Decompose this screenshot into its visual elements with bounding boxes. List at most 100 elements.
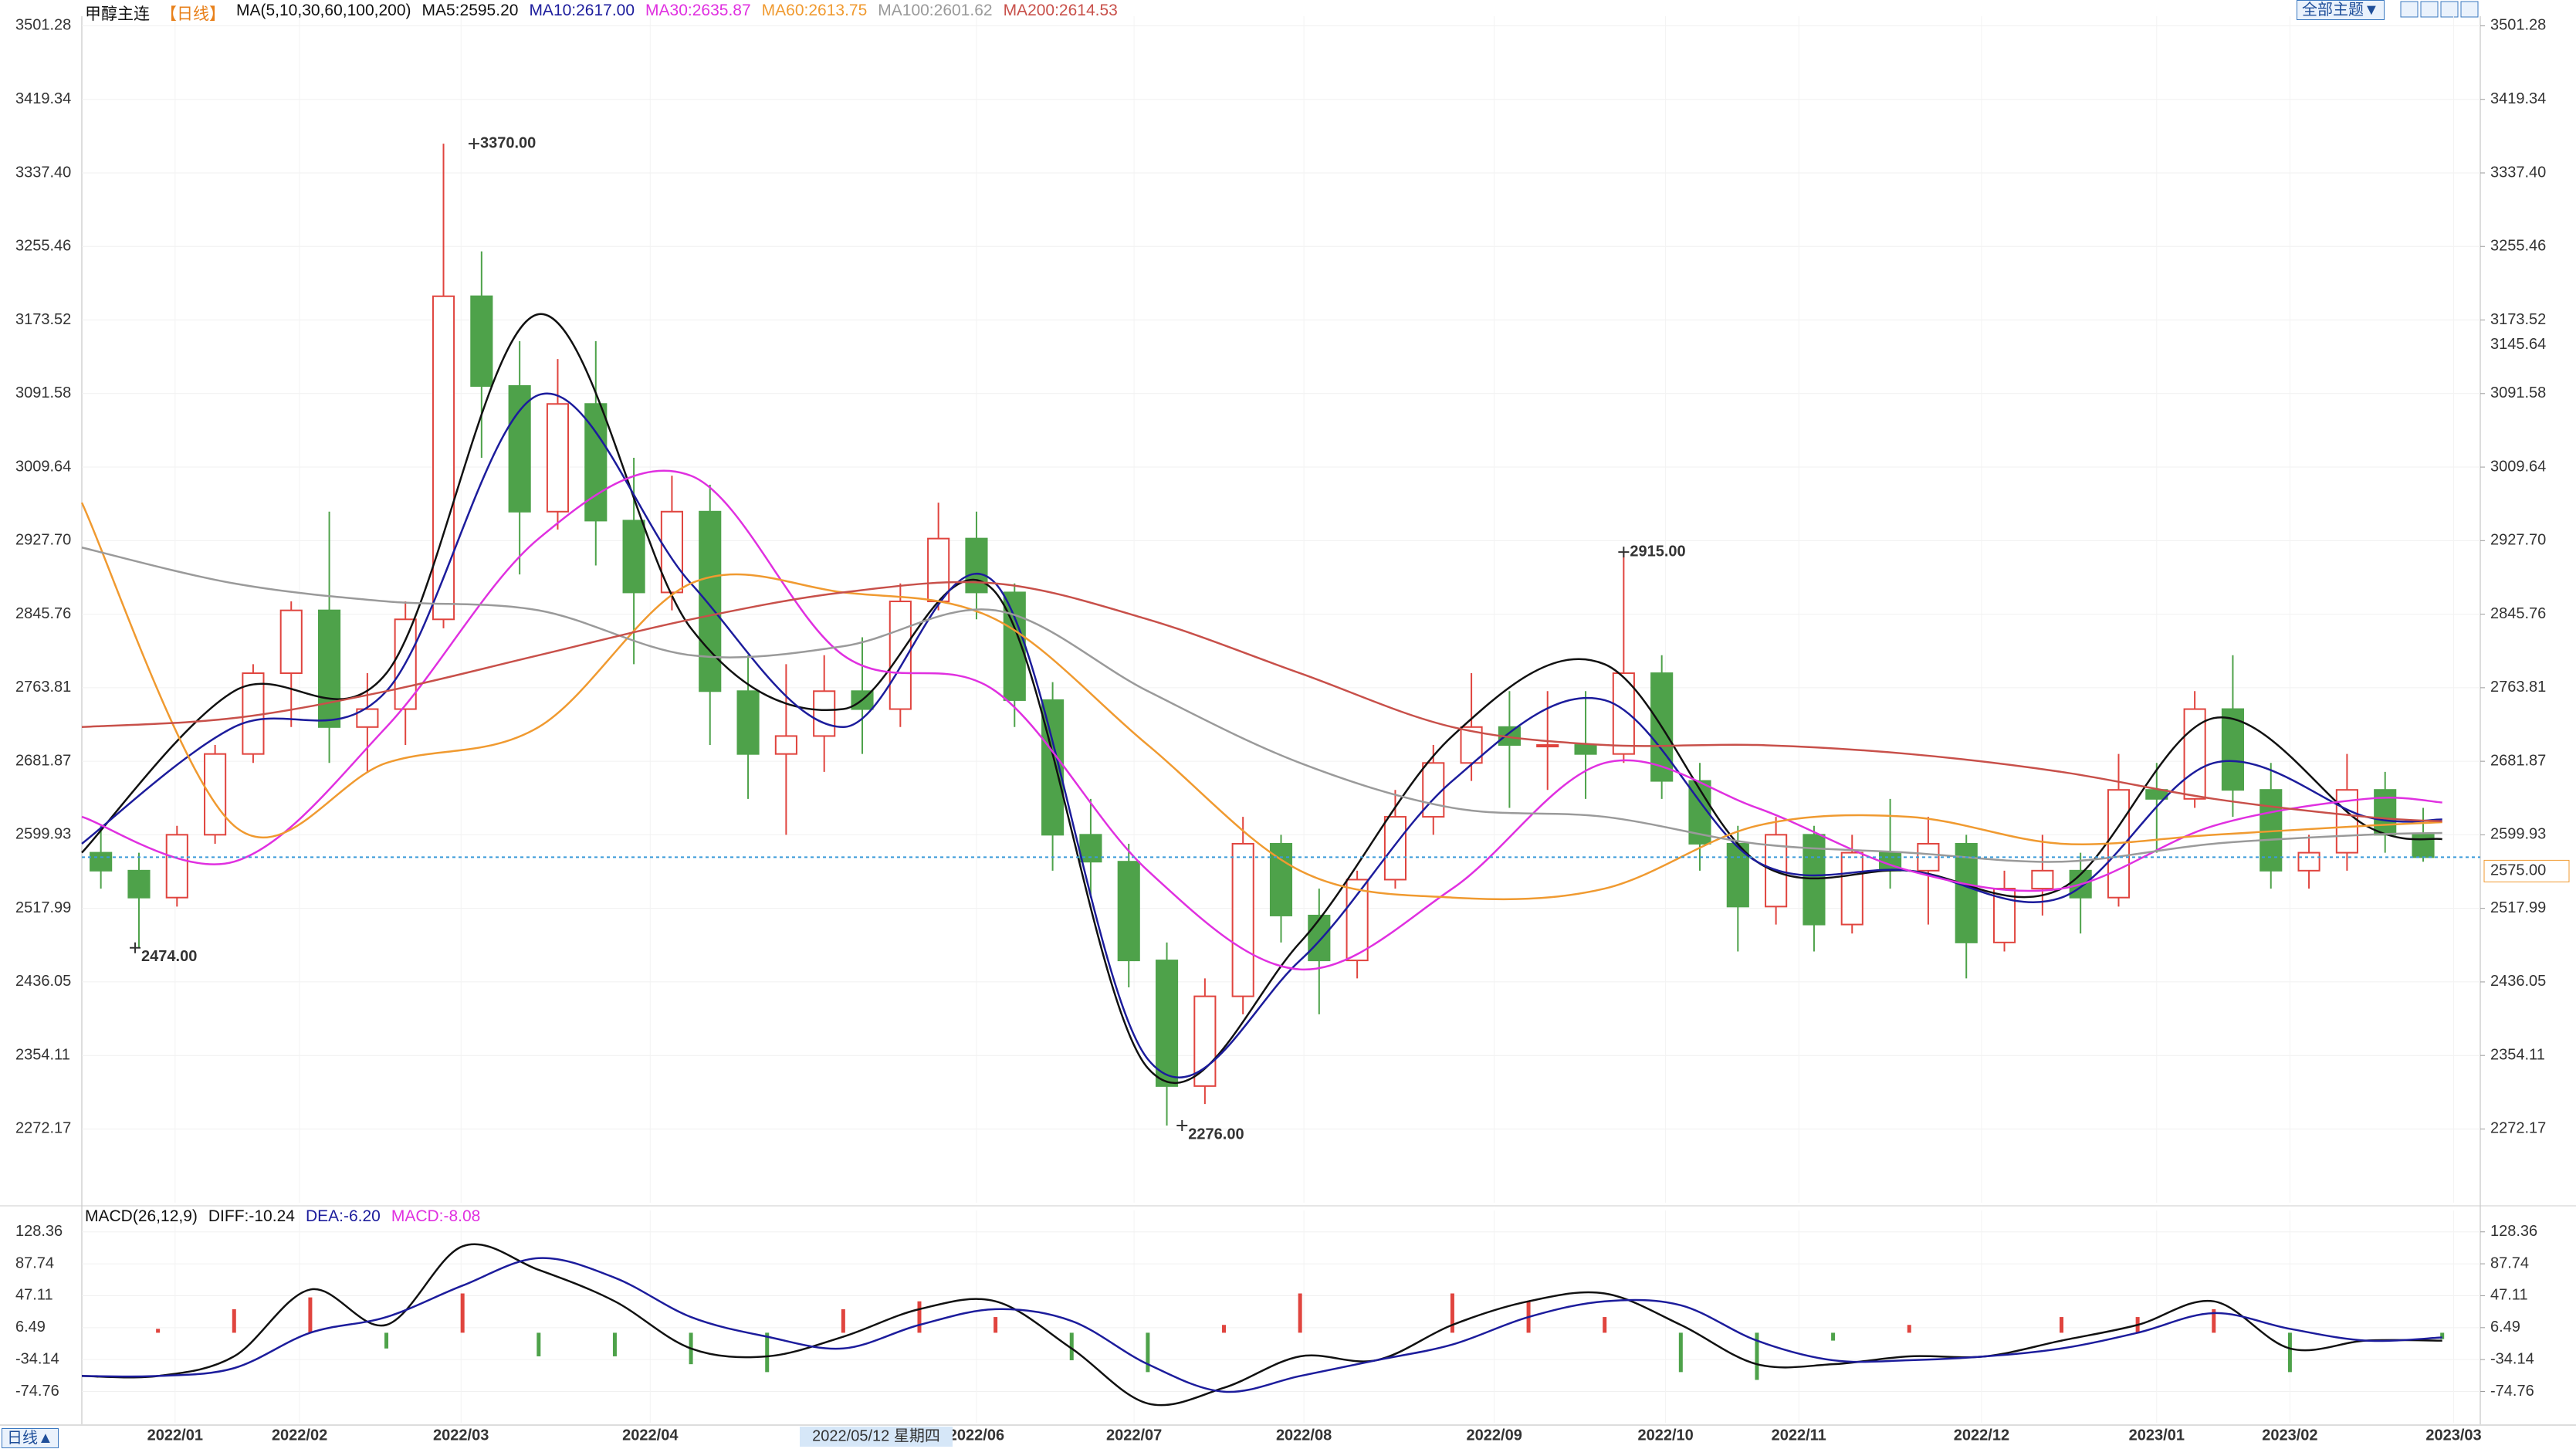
- annotation-label: 3370.00: [480, 134, 536, 151]
- y-tick-label: 3255.46: [2490, 238, 2546, 255]
- candle-body: [508, 385, 531, 513]
- macd-legend: MACD(26,12,9) DIFF:-10.24 DEA:-6.20 MACD:-8…: [85, 1207, 480, 1226]
- candle-body: [2374, 789, 2397, 836]
- x-tick-label: 2022/02: [272, 1427, 327, 1444]
- theme-button[interactable]: 全部主题▼: [2297, 0, 2385, 20]
- y-tick-label: 3091.58: [2490, 384, 2546, 401]
- legend-entry: DIFF:-10.24: [208, 1207, 295, 1225]
- candle-body: [1840, 851, 1863, 926]
- y-tick-label: 47.11: [2490, 1287, 2528, 1304]
- candle-body: [1422, 762, 1445, 818]
- line-series: [81, 547, 2442, 863]
- x-tick-label: 2022/04: [622, 1427, 679, 1444]
- candle-body: [1308, 914, 1331, 962]
- y-tick-label: 2845.76: [2490, 605, 2546, 622]
- y-tick-label: 2599.93: [15, 826, 71, 843]
- candle-body: [204, 753, 227, 836]
- y-tick-label: 2763.81: [15, 679, 71, 696]
- y-tick-label: -34.14: [2490, 1350, 2534, 1367]
- x-tick-label: 2022/11: [1772, 1427, 1826, 1444]
- candle-body: [1117, 861, 1140, 962]
- last-price-box: [2483, 859, 2570, 882]
- legend-entry: DEA:-6.20: [305, 1207, 381, 1225]
- y-tick-label: 128.36: [2490, 1223, 2537, 1240]
- x-tick-label: 2023/02: [2262, 1427, 2317, 1444]
- subtitle: MA(5,10,30,60,100,200): [236, 2, 411, 19]
- candle-body: [1231, 842, 1254, 997]
- period-button[interactable]: 日线▲: [2, 1428, 59, 1448]
- candle-body: [965, 537, 988, 594]
- x-tick-label: 2022/12: [1954, 1427, 2009, 1444]
- y-tick-label: 3255.46: [15, 238, 71, 255]
- legend-entry: MA30:2635.87: [645, 2, 751, 19]
- y-tick-label: 3501.28: [15, 17, 71, 34]
- x-tick-label: 2022/03: [433, 1427, 489, 1444]
- y-tick-label: 2272.17: [2490, 1120, 2546, 1137]
- candle-body: [2221, 708, 2244, 791]
- y-tick-label: 128.36: [15, 1223, 63, 1240]
- x-tick-label: 2022/10: [1637, 1427, 1693, 1444]
- y-tick-label: 2354.11: [2490, 1046, 2545, 1063]
- candle-body: [774, 735, 797, 755]
- line-series: [81, 392, 2442, 1078]
- y-tick-label: 87.74: [15, 1254, 54, 1271]
- candle-body: [736, 690, 760, 755]
- x-tick-label: 2022/07: [1106, 1427, 1162, 1444]
- period: 【日线】: [161, 5, 225, 23]
- y-tick-label: 2681.87: [2490, 752, 2546, 769]
- icon-button[interactable]: [2440, 1, 2459, 18]
- legend-entry: MA200:2614.53: [1003, 2, 1118, 19]
- y-tick-label: 2436.05: [2490, 973, 2546, 990]
- legend-entry: MA10:2617.00: [529, 2, 635, 19]
- x-tick-label: 2022/01: [147, 1427, 203, 1444]
- y-tick-label: 2272.17: [15, 1120, 71, 1137]
- title: 甲醇主连: [85, 5, 150, 23]
- candle-body: [813, 690, 836, 737]
- legend-entry: MACD:-8.08: [391, 1207, 481, 1225]
- y-tick-label: 6.49: [2490, 1319, 2520, 1336]
- candle-body: [546, 403, 570, 513]
- candle-body: [356, 708, 379, 728]
- icon-button[interactable]: [2400, 1, 2419, 18]
- candle-body: [2297, 851, 2320, 872]
- candle-body: [470, 295, 493, 388]
- annotation-marker: [468, 138, 479, 150]
- candle-body: [394, 618, 417, 710]
- crosshair-price-label: 3145.64: [2490, 336, 2546, 353]
- y-tick-label: -74.76: [15, 1383, 59, 1400]
- line-series: [81, 1257, 2442, 1393]
- y-tick-label: 87.74: [2490, 1254, 2529, 1271]
- candle-body: [927, 537, 950, 603]
- y-tick-label: 3337.40: [2490, 164, 2546, 181]
- candle-body: [1155, 960, 1179, 1087]
- y-tick-label: 2681.87: [15, 752, 71, 769]
- crosshair-price-box: [2484, 333, 2569, 356]
- candle-body: [622, 520, 645, 594]
- last-price-label: 2575.00: [2490, 862, 2546, 879]
- annotation-label: 2474.00: [141, 948, 197, 965]
- candle-body: [1650, 672, 1674, 782]
- candle-body: [1003, 591, 1026, 701]
- x-tick-label: 2022/06: [949, 1427, 1004, 1444]
- price-legend: 甲醇主连 【日线】 MA(5,10,30,60,100,200) MA5:2595.2…: [85, 2, 1118, 25]
- candle-body: [699, 510, 722, 692]
- line-series: [81, 469, 2442, 970]
- legend-entry: MA60:2613.75: [761, 2, 868, 19]
- icon-button[interactable]: [2420, 1, 2439, 18]
- candle-body: [2183, 708, 2206, 800]
- candle-body: [432, 295, 455, 621]
- line-series: [81, 1243, 2442, 1407]
- candle-body: [318, 609, 341, 728]
- legend-entry: MA100:2601.62: [878, 2, 993, 19]
- line-series: [80, 502, 2442, 901]
- y-tick-label: 2517.99: [15, 899, 71, 916]
- crosshair-date-label: 2022/05/12 星期四: [812, 1427, 940, 1444]
- candle-body: [165, 834, 188, 899]
- y-tick-label: 2517.99: [2490, 899, 2546, 916]
- y-tick-label: 3173.52: [15, 311, 71, 328]
- y-tick-label: -34.14: [15, 1350, 59, 1367]
- icon-button[interactable]: [2460, 1, 2479, 18]
- legend-entry: MA5:2595.20: [421, 2, 519, 19]
- candle-body: [1383, 816, 1407, 881]
